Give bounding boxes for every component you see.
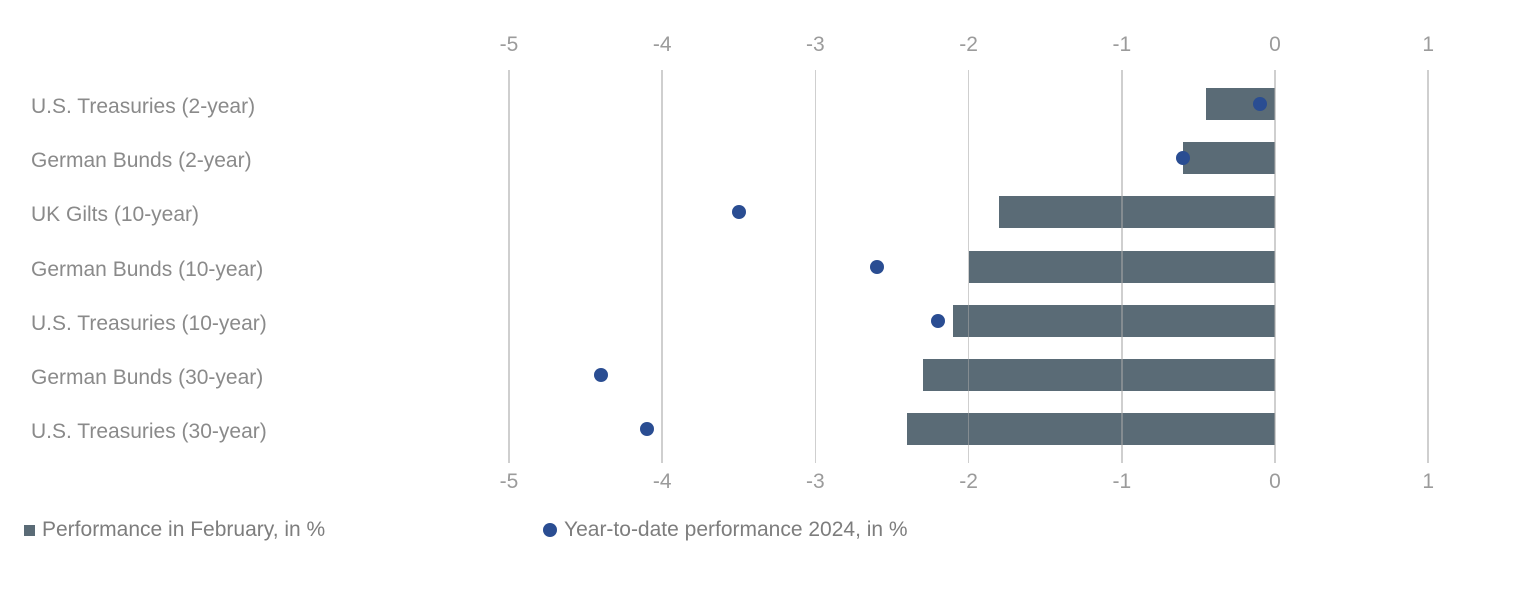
february-performance-bar: [953, 304, 1275, 337]
category-label: U.S. Treasuries (10-year): [31, 311, 267, 335]
x-tick-label-bottom: 1: [1422, 470, 1435, 493]
category-label: German Bunds (30-year): [31, 366, 264, 389]
category-label: UK Gilts (10-year): [31, 203, 200, 227]
gridline: [814, 70, 817, 463]
legend-item-ytd: Year-to-date performance 2024, in %: [543, 517, 908, 543]
ytd-performance-dot: [731, 205, 746, 220]
x-tick-label-top: 0: [1269, 33, 1281, 56]
ytd-performance-dot: [1176, 151, 1191, 166]
ytd-performance-dot: [869, 259, 884, 274]
x-tick-label-top: 1: [1422, 33, 1435, 56]
category-label: U.S. Treasuries (2-year): [31, 95, 256, 118]
gridline: [967, 70, 970, 463]
gridline: [508, 70, 510, 463]
x-tick-label-top: -2: [959, 33, 978, 56]
x-tick-label-bottom: -4: [652, 470, 672, 493]
x-tick-label-top: -4: [652, 33, 672, 56]
gridline: [1427, 70, 1429, 463]
ytd-performance-dot: [593, 368, 608, 382]
gridline: [1274, 70, 1276, 463]
x-tick-label-top: -1: [1112, 33, 1132, 56]
legend-item-february: Performance in February, in %: [24, 517, 325, 543]
gridline: [661, 70, 663, 463]
category-label: German Bunds (10-year): [31, 257, 264, 281]
x-tick-label-bottom: -1: [1112, 470, 1132, 493]
category-label: German Bunds (2-year): [31, 149, 252, 173]
x-tick-label-top: -3: [806, 33, 825, 56]
ytd-performance-dot: [930, 313, 945, 328]
legend-label-ytd: Year-to-date performance 2024, in %: [564, 518, 908, 541]
x-tick-label-bottom: -3: [806, 470, 825, 493]
ytd-performance-dot: [639, 422, 654, 437]
x-tick-label-top: -5: [499, 33, 519, 56]
february-performance-bar: [1183, 142, 1275, 175]
x-tick-label-bottom: 0: [1269, 470, 1281, 493]
category-label: U.S. Treasuries (30-year): [31, 420, 267, 444]
square-marker-icon: [24, 524, 35, 536]
gridline: [1121, 70, 1123, 463]
february-performance-bar: [922, 359, 1275, 391]
circle-marker-icon: [543, 523, 557, 537]
x-tick-label-bottom: -5: [499, 470, 519, 493]
ytd-performance-dot: [1252, 97, 1267, 111]
legend-label-february: Performance in February, in %: [42, 518, 326, 541]
x-tick-label-bottom: -2: [959, 470, 978, 493]
february-performance-bar: [999, 196, 1275, 229]
